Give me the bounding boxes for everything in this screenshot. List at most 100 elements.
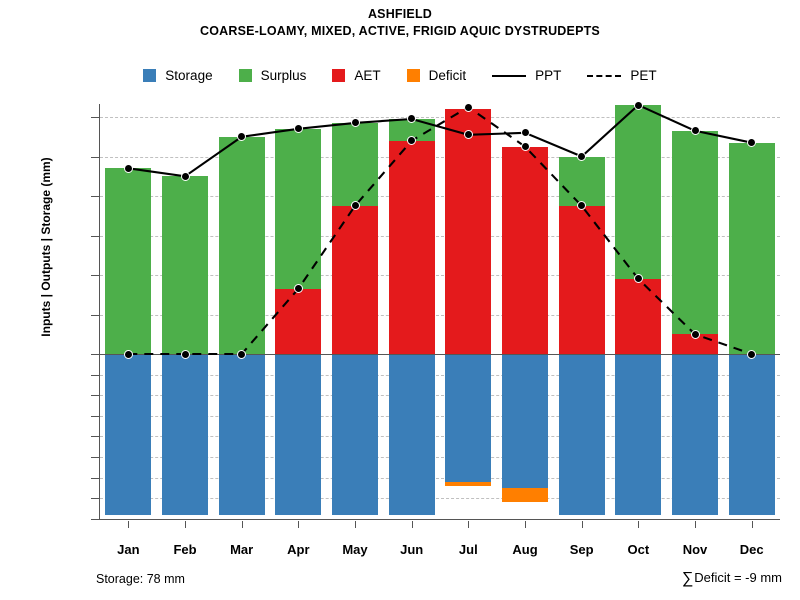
bar-segment-aet [388,140,435,354]
deficit-annotation: ∑Deficit = -9 mm [682,570,782,588]
x-tick [298,521,300,528]
gridline [100,395,780,397]
y-tick [91,275,99,276]
chart-legend: Storage Surplus AET Deficit PPT PET [0,68,800,83]
legend-item-deficit: Deficit [406,68,493,83]
bar-upper-jan [105,168,152,354]
bar-segment-aet [615,278,662,354]
x-axis-label-jul: Jul [458,542,478,557]
data-point-ppt [690,126,700,136]
sigma-icon: ∑ [681,570,694,587]
bar-segment-surplus [388,118,435,141]
legend-label-pet: PET [630,68,657,83]
x-axis-label-feb: Feb [173,542,197,557]
y-tick [91,156,99,158]
bar-storage-aug [502,354,548,488]
data-point-ppt [237,132,247,142]
legend-line-ppt-icon [492,74,527,77]
legend-item-ppt: PPT [492,68,587,83]
gridline [100,477,780,479]
deficit-annotation-text: Deficit = -9 mm [694,570,782,585]
bar-storage-jan [105,354,152,515]
y-tick [91,374,99,376]
line-ppt [128,103,752,178]
gridline [100,196,780,197]
bar-segment-aet [558,205,605,354]
bar-upper-feb [162,176,208,354]
legend-swatch-storage-icon [143,69,157,82]
bar-storage-mar [218,354,265,515]
bar-upper-jul [445,109,492,354]
data-point-pet [633,274,643,284]
legend-line-pet-icon [587,74,622,77]
zero-axis-line [100,354,780,355]
x-axis-label-aug: Aug [512,542,538,557]
legend-item-storage: Storage [143,68,238,83]
data-point-pet [293,284,303,294]
y-tick [91,354,99,355]
x-tick [185,521,186,528]
data-point-ppt [180,171,190,181]
bar-storage-apr [275,354,322,515]
bar-storage-feb [162,354,208,515]
y-tick [91,235,99,237]
gridline [100,457,780,458]
x-tick [355,521,356,528]
storage-annotation: Storage: 78 mm [96,572,185,586]
x-axis-label-nov: Nov [682,542,708,557]
bar-segment-surplus [332,122,378,206]
y-tick [91,457,99,458]
bar-deficit-jul [445,481,492,486]
y-tick [91,395,99,397]
chart-title: ASHFIELD COARSE-LOAMY, MIXED, ACTIVE, FR… [0,6,800,40]
y-tick [91,415,99,417]
y-tick [91,498,99,500]
bar-storage-sep [558,354,605,515]
legend-item-surplus: Surplus [238,68,333,83]
gridline [100,235,780,237]
data-point-ppt [747,138,757,148]
x-axis-label-dec: Dec [739,542,764,557]
x-tick [751,521,753,528]
legend-label-surplus: Surplus [260,68,307,83]
legend-item-aet: AET [332,68,406,83]
data-point-pet [407,136,417,146]
x-tick [411,521,413,528]
x-axis-label-apr: Apr [287,542,310,557]
bar-storage-dec [728,354,775,515]
data-point-pet [577,201,587,211]
bar-segment-surplus [615,105,662,279]
y-axis-line [99,104,100,520]
x-tick [241,521,243,528]
data-point-ppt [350,118,360,128]
bar-upper-jun [388,118,435,354]
bar-upper-may [332,122,378,354]
data-point-pet [237,349,247,359]
x-tick [695,521,696,528]
legend-item-pet: PET [587,68,657,83]
y-tick [91,518,99,520]
y-axis-label: Inputs | Outputs | Storage (mm) [39,157,53,337]
bar-storage-jun [388,354,435,515]
x-tick [581,521,583,528]
bar-storage-may [332,354,378,515]
line-pet [128,105,753,356]
bar-upper-apr [275,128,322,354]
data-point-ppt [123,163,133,173]
legend-label-storage: Storage [165,68,213,83]
x-axis-label-sep: Sep [569,542,594,557]
line-series-layer [128,103,753,356]
data-point-pet [690,329,700,339]
y-tick [91,196,99,197]
bar-segment-surplus [558,156,605,206]
data-point-ppt [633,100,643,110]
data-point-ppt [293,124,303,134]
x-axis-label-mar: Mar [230,542,254,557]
gridline [100,314,780,316]
bar-segment-surplus [105,168,152,354]
bar-segment-surplus [275,128,322,289]
x-tick [638,521,640,528]
bar-deficit-aug [502,487,548,503]
bar-segment-aet [332,205,378,354]
data-point-ppt [577,152,587,161]
